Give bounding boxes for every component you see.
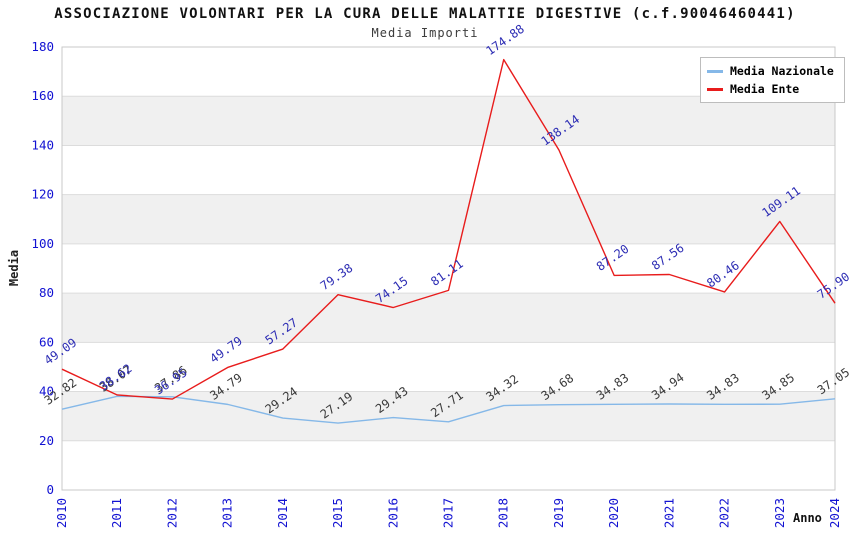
- y-tick-label: 120: [31, 187, 54, 202]
- plot-frame: [61, 46, 836, 491]
- x-tick-label: 2011: [109, 498, 124, 528]
- x-tick-label: 2015: [330, 498, 345, 528]
- x-tick-label: 2018: [496, 498, 511, 528]
- y-tick-label: 140: [31, 137, 54, 152]
- chart-subtitle: Media Importi: [371, 26, 479, 40]
- x-tick-label: 2024: [827, 498, 842, 528]
- legend-line-marker-ente: [707, 87, 723, 91]
- y-tick-label: 0: [46, 482, 54, 497]
- y-tick-label: 100: [31, 236, 54, 251]
- plot-band: [62, 243, 835, 294]
- y-tick-label: 80: [39, 285, 54, 300]
- series-line-media-nazionale: [61, 395, 836, 424]
- x-tick-label: 2016: [385, 498, 400, 528]
- legend-item-media-ente: Media Ente: [707, 82, 838, 96]
- x-tick-label: 2019: [551, 498, 566, 528]
- y-tick-label: 20: [39, 433, 54, 448]
- plot-band: [62, 96, 835, 146]
- legend: Media Nazionale Media Ente: [700, 57, 845, 103]
- legend-item-media-nazionale: Media Nazionale: [707, 64, 838, 78]
- y-tick-label: 180: [31, 39, 54, 54]
- x-tick-label: 2020: [606, 498, 621, 528]
- x-tick-label: 2017: [441, 498, 456, 528]
- y-axis-title: Media: [7, 249, 21, 287]
- plot-band: [62, 293, 835, 343]
- y-tick-label: 40: [39, 384, 54, 399]
- x-tick-label: 2023: [772, 498, 787, 528]
- legend-label-nazionale: Media Nazionale: [730, 64, 834, 78]
- x-tick-label: 2013: [220, 498, 235, 528]
- x-tick-label: 2010: [54, 498, 69, 528]
- legend-label-ente: Media Ente: [730, 82, 800, 96]
- x-axis-title: Anno: [793, 511, 822, 525]
- x-tick-label: 2012: [164, 498, 179, 528]
- y-tick-label: 160: [31, 88, 54, 103]
- y-tick-label: 60: [39, 334, 54, 349]
- plot-band: [62, 194, 835, 244]
- x-tick-label: 2014: [275, 498, 290, 528]
- plot-band: [62, 440, 835, 490]
- series-line-media-ente: [61, 58, 836, 400]
- legend-line-marker-nazionale: [707, 69, 723, 73]
- plot-band: [62, 342, 835, 392]
- x-tick-label: 2021: [661, 498, 676, 528]
- chart-title: ASSOCIAZIONE VOLONTARI PER LA CURA DELLE…: [54, 6, 796, 22]
- x-tick-label: 2022: [717, 498, 732, 528]
- plot-band: [62, 145, 835, 195]
